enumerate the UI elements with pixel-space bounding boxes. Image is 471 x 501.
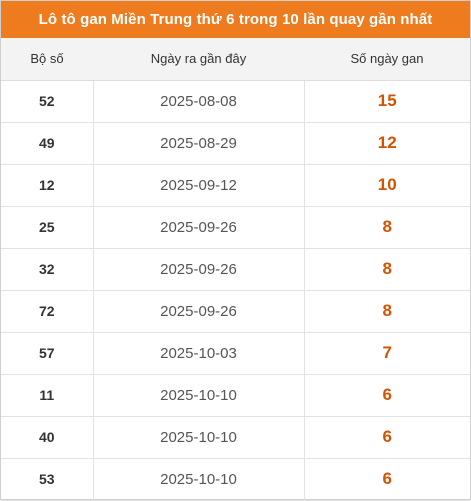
cell-days: 8 [304,290,470,333]
cell-days: 7 [304,332,470,375]
lo-gan-table: Bộ số Ngày ra gần đây Số ngày gan 52 202… [1,38,470,501]
cell-days: 6 [304,374,470,417]
cell-date: 2025-10-10 [93,458,305,501]
cell-date: 2025-10-10 [93,374,305,417]
cell-days: 10 [304,164,470,207]
cell-number: 52 [1,80,94,123]
table-row: 52 2025-08-08 15 [1,80,470,123]
table-row: 32 2025-09-26 8 [1,248,470,291]
cell-days: 12 [304,122,470,165]
header-number: Bộ số [1,38,93,81]
cell-days: 15 [304,80,470,123]
header-days-gan: Số ngày gan [304,38,470,81]
cell-number: 57 [1,332,94,375]
header-recent-date: Ngày ra gần đây [93,38,304,81]
table-row: 49 2025-08-29 12 [1,122,470,165]
cell-days: 8 [304,248,470,291]
cell-date: 2025-09-26 [93,248,305,291]
cell-days: 6 [304,458,470,501]
cell-days: 6 [304,416,470,459]
cell-number: 12 [1,164,94,207]
cell-number: 11 [1,374,94,417]
table-row: 40 2025-10-10 6 [1,416,470,459]
cell-date: 2025-08-29 [93,122,305,165]
table-row: 12 2025-09-12 10 [1,164,470,207]
cell-date: 2025-10-03 [93,332,305,375]
table-title: Lô tô gan Miền Trung thứ 6 trong 10 lần … [1,1,470,38]
cell-date: 2025-09-12 [93,164,305,207]
cell-days: 8 [304,206,470,249]
table-row: 57 2025-10-03 7 [1,332,470,375]
table-row: 72 2025-09-26 8 [1,290,470,333]
cell-number: 32 [1,248,94,291]
cell-number: 72 [1,290,94,333]
cell-number: 53 [1,458,94,501]
cell-date: 2025-09-26 [93,206,305,249]
cell-date: 2025-08-08 [93,80,305,123]
cell-date: 2025-09-26 [93,290,305,333]
table-header-row: Bộ số Ngày ra gần đây Số ngày gan [1,38,470,81]
table-row: 11 2025-10-10 6 [1,374,470,417]
cell-number: 49 [1,122,94,165]
cell-date: 2025-10-10 [93,416,305,459]
cell-number: 40 [1,416,94,459]
table-row: 53 2025-10-10 6 [1,458,470,501]
cell-number: 25 [1,206,94,249]
table-row: 25 2025-09-26 8 [1,206,470,249]
